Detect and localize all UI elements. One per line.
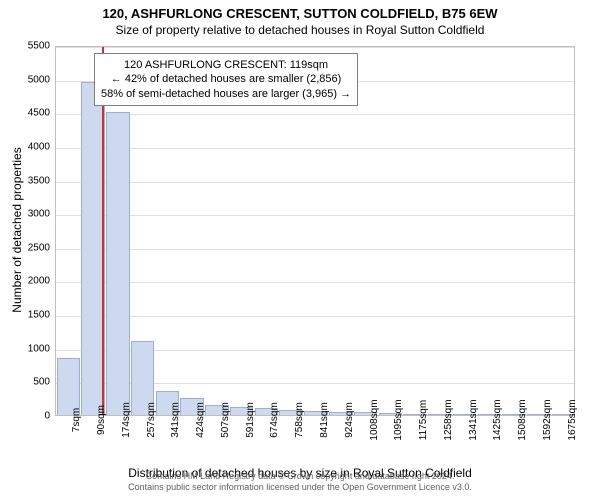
- y-tick-label: 5000: [10, 74, 50, 85]
- grid-line: [56, 182, 574, 183]
- y-tick-label: 1500: [10, 310, 50, 321]
- chart-subtitle: Size of property relative to detached ho…: [0, 21, 600, 37]
- x-tick-label: 924sqm: [344, 402, 355, 438]
- x-tick-label: 341sqm: [170, 402, 181, 438]
- info-box: 120 ASHFURLONG CRESCENT: 119sqm ← 42% of…: [94, 53, 358, 106]
- info-line-2: ← 42% of detached houses are smaller (2,…: [101, 72, 351, 86]
- y-tick-label: 0: [10, 411, 50, 422]
- x-tick-label: 841sqm: [319, 402, 330, 438]
- x-tick-label: 507sqm: [220, 402, 231, 438]
- x-tick-label: 1675sqm: [567, 399, 578, 440]
- y-tick-label: 2000: [10, 276, 50, 287]
- x-tick-label: 1592sqm: [542, 399, 553, 440]
- grid-line: [56, 282, 574, 283]
- x-tick-label: 424sqm: [195, 402, 206, 438]
- info-line-3: 58% of semi-detached houses are larger (…: [101, 87, 351, 101]
- y-tick-label: 2500: [10, 242, 50, 253]
- x-tick-label: 1425sqm: [492, 399, 503, 440]
- x-tick-label: 1341sqm: [468, 399, 479, 440]
- grid-line: [56, 249, 574, 250]
- grid-line: [56, 316, 574, 317]
- x-tick-label: 1508sqm: [517, 399, 528, 440]
- y-tick-label: 5500: [10, 41, 50, 52]
- plot-area: 120 ASHFURLONG CRESCENT: 119sqm ← 42% of…: [55, 46, 575, 416]
- y-tick-label: 4000: [10, 141, 50, 152]
- x-tick-label: 90sqm: [96, 405, 107, 435]
- histogram-bar: [106, 112, 130, 415]
- y-axis-label: Number of detached properties: [10, 147, 24, 312]
- grid-line: [56, 47, 574, 48]
- info-line-1: 120 ASHFURLONG CRESCENT: 119sqm: [101, 58, 351, 72]
- x-tick-label: 591sqm: [245, 402, 256, 438]
- x-tick-label: 1095sqm: [393, 399, 404, 440]
- y-tick-label: 500: [10, 377, 50, 388]
- x-tick-label: 7sqm: [71, 408, 82, 432]
- x-tick-label: 1175sqm: [418, 400, 429, 440]
- x-tick-label: 1258sqm: [443, 399, 454, 440]
- histogram-bar: [57, 358, 81, 415]
- x-tick-label: 674sqm: [269, 402, 280, 438]
- grid-line: [56, 215, 574, 216]
- x-tick-label: 174sqm: [121, 402, 132, 438]
- x-tick-label: 1008sqm: [369, 399, 380, 440]
- grid-line: [56, 148, 574, 149]
- grid-line: [56, 114, 574, 115]
- footer-line-1: Contains HM Land Registry data © Crown c…: [0, 471, 600, 483]
- y-tick-label: 3500: [10, 175, 50, 186]
- y-tick-label: 4500: [10, 108, 50, 119]
- y-tick-label: 3000: [10, 209, 50, 220]
- y-tick-label: 1000: [10, 343, 50, 354]
- footer: Contains HM Land Registry data © Crown c…: [0, 471, 600, 494]
- chart-title: 120, ASHFURLONG CRESCENT, SUTTON COLDFIE…: [0, 0, 600, 21]
- footer-line-2: Contains public sector information licen…: [0, 482, 600, 494]
- x-tick-label: 758sqm: [294, 402, 305, 438]
- x-tick-label: 257sqm: [146, 402, 157, 438]
